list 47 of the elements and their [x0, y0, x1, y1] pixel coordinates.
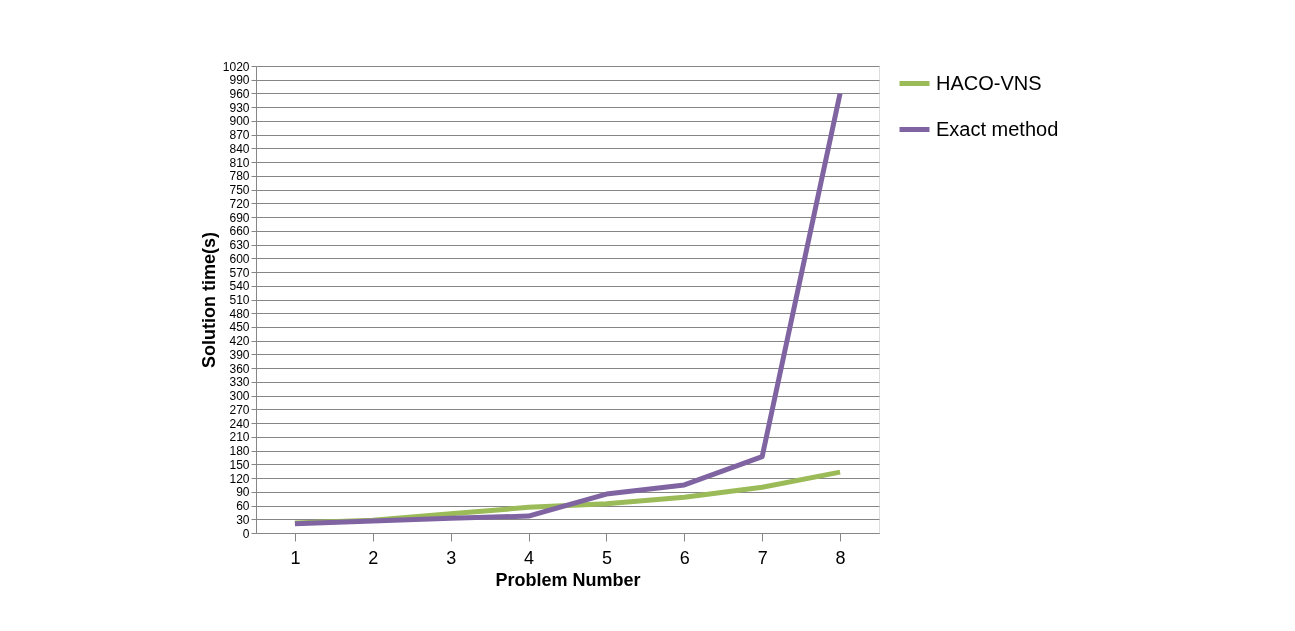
y-tick-label: 240 — [229, 416, 250, 431]
x-tick-label: 6 — [679, 547, 690, 568]
y-tick-label: 360 — [229, 361, 250, 376]
y-tick-label: 990 — [229, 73, 250, 88]
y-tick-label: 0 — [242, 526, 250, 541]
legend-label: Exact method — [936, 117, 1059, 140]
x-axis-title: Problem Number — [495, 569, 641, 590]
y-tick-label: 750 — [229, 183, 250, 198]
y-tick-label: 540 — [229, 279, 250, 294]
x-tick-label: 3 — [446, 547, 457, 568]
y-tick-label: 720 — [229, 196, 250, 211]
y-tick-label: 30 — [236, 512, 250, 527]
y-tick-label: 960 — [229, 86, 250, 101]
y-tick-label: 120 — [229, 471, 250, 486]
y-tick-label: 150 — [229, 457, 250, 472]
y-axis-title: Solution time(s) — [198, 232, 219, 368]
x-tick-label: 5 — [601, 547, 612, 568]
y-tick-label: 840 — [229, 141, 250, 156]
y-tick-label: 330 — [229, 375, 250, 390]
x-tick-label: 1 — [290, 547, 301, 568]
y-tick-label: 690 — [229, 210, 250, 225]
y-tick-label: 930 — [229, 100, 250, 115]
y-tick-label: 510 — [229, 293, 250, 307]
x-tick-label: 2 — [368, 547, 379, 568]
y-tick-label: 390 — [229, 347, 250, 362]
y-tick-label: 630 — [229, 238, 250, 253]
y-tick-label: 600 — [229, 251, 250, 266]
y-tick-label: 210 — [229, 430, 250, 445]
y-tick-label: 810 — [229, 155, 250, 170]
x-tick-label: 8 — [835, 547, 846, 568]
x-tick-label: 4 — [524, 547, 535, 568]
y-tick-label: 780 — [229, 169, 250, 184]
y-tick-label: 60 — [236, 499, 250, 514]
y-tick-label: 450 — [229, 320, 250, 335]
y-tick-label: 180 — [229, 444, 250, 459]
y-tick-label: 270 — [229, 402, 250, 417]
y-tick-label: 570 — [229, 265, 250, 280]
legend-label: HACO-VNS — [936, 71, 1042, 94]
y-tick-label: 90 — [236, 485, 250, 500]
y-tick-label: 300 — [229, 389, 250, 404]
y-tick-label: 1020 — [222, 59, 250, 74]
y-tick-label: 870 — [229, 128, 250, 143]
y-tick-label: 660 — [229, 224, 250, 239]
y-tick-label: 900 — [229, 114, 250, 129]
y-tick-label: 480 — [229, 306, 250, 321]
y-tick-label: 420 — [229, 334, 250, 349]
x-tick-label: 7 — [757, 547, 768, 568]
